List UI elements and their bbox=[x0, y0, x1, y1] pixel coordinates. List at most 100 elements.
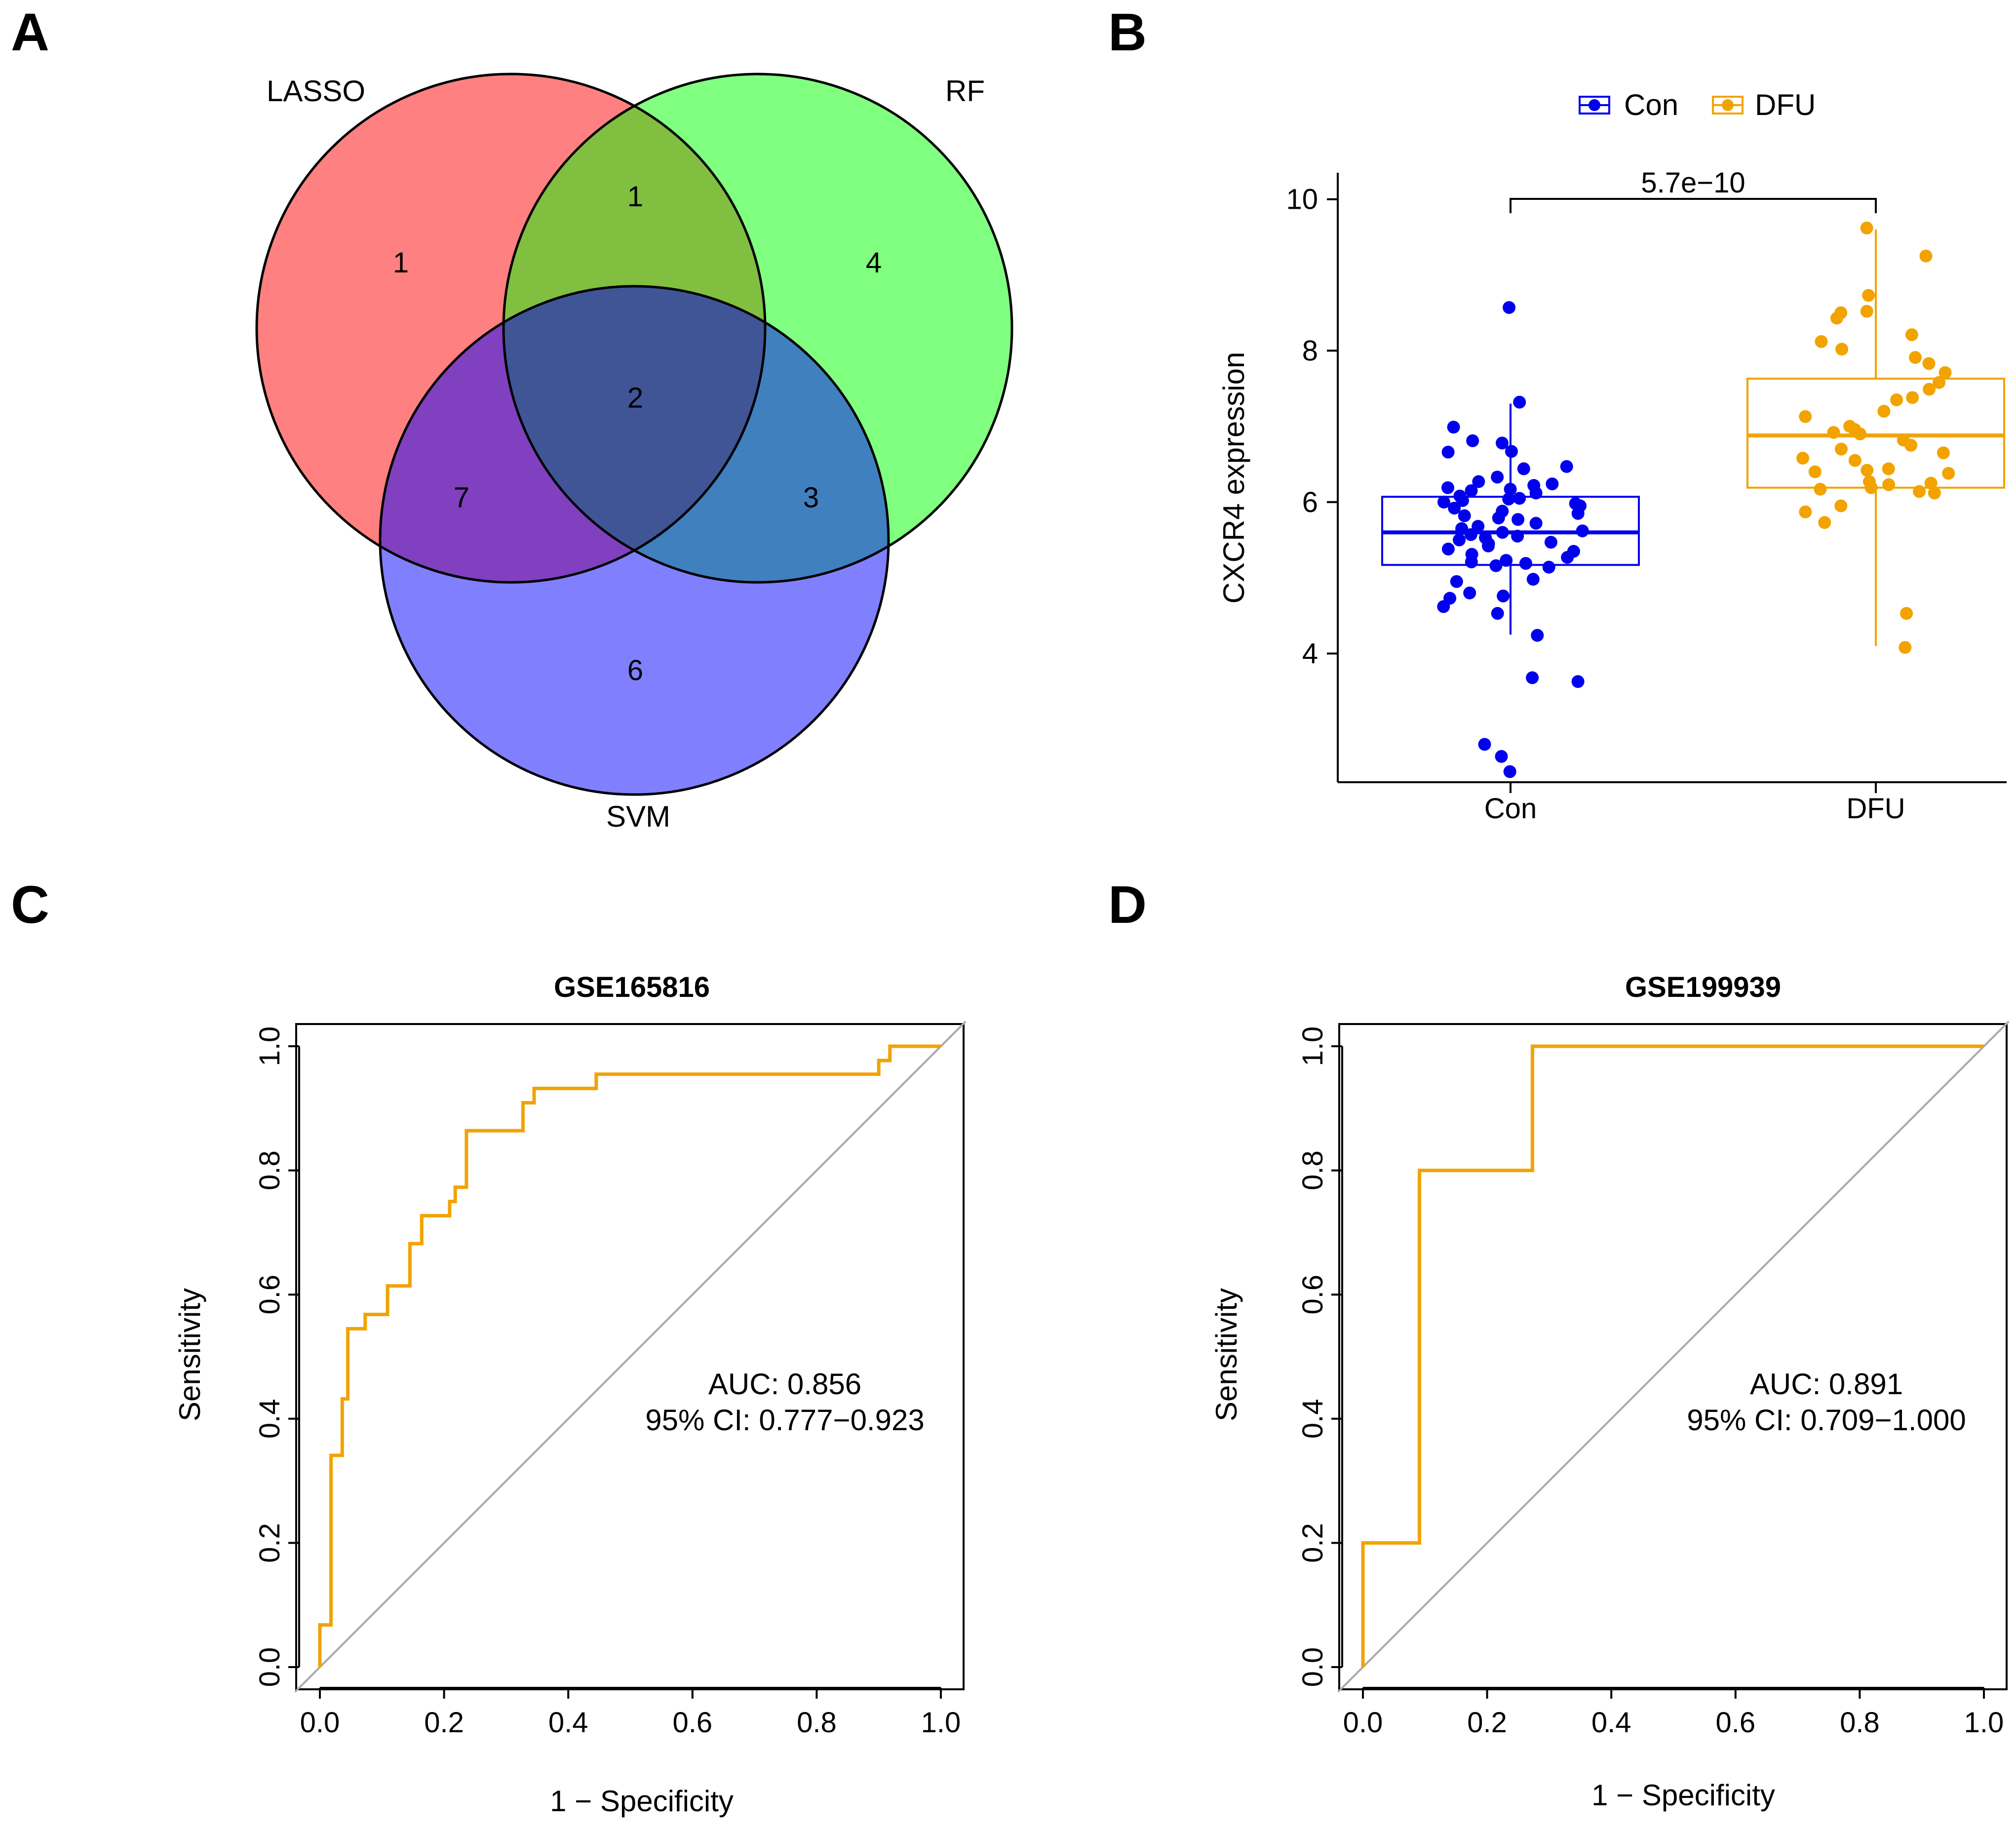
data-point-con bbox=[1491, 470, 1504, 484]
data-point-dfu bbox=[1799, 410, 1812, 423]
data-point-con bbox=[1504, 483, 1517, 496]
data-point-con bbox=[1519, 557, 1532, 570]
data-point-dfu bbox=[1799, 505, 1812, 519]
data-point-dfu bbox=[1860, 222, 1873, 234]
data-point-dfu bbox=[1882, 462, 1895, 475]
y-axis-label: Sensitivity bbox=[173, 1288, 206, 1421]
roc-title: GSE165816 bbox=[554, 971, 710, 1003]
data-point-con bbox=[1571, 675, 1585, 688]
legend-dfu-box bbox=[1712, 96, 1744, 114]
panel-label-d: D bbox=[1108, 875, 1147, 934]
y-tick-label: 6 bbox=[1302, 486, 1318, 518]
venn-outline-svm bbox=[379, 285, 890, 796]
data-point-dfu bbox=[1814, 483, 1827, 496]
x-tick-label: 0.0 bbox=[300, 1707, 340, 1739]
reference-diagonal bbox=[1337, 1021, 2010, 1693]
venn-count-svm-only: 6 bbox=[627, 654, 643, 686]
data-point-con bbox=[1513, 492, 1526, 505]
data-point-dfu bbox=[1919, 249, 1933, 263]
x-tick-label: 0.2 bbox=[424, 1707, 464, 1739]
panel-label-b: B bbox=[1108, 2, 1147, 62]
roc-curve bbox=[1361, 1044, 1984, 1667]
data-point-con bbox=[1482, 539, 1495, 553]
y-tick-label: 1.0 bbox=[1297, 1027, 1329, 1066]
data-point-con bbox=[1544, 535, 1557, 549]
legend-label-dfu: DFU bbox=[1755, 88, 1816, 121]
ci-label: 95% CI: 0.777−0.923 bbox=[645, 1404, 924, 1437]
data-point-con bbox=[1529, 487, 1543, 499]
y-tick-label: 1.0 bbox=[254, 1027, 286, 1066]
x-tick-label: 1.0 bbox=[921, 1707, 961, 1739]
data-point-con bbox=[1526, 671, 1539, 685]
data-point-con bbox=[1437, 600, 1450, 613]
data-point-con bbox=[1502, 493, 1515, 506]
y-tick-label: 0.2 bbox=[254, 1523, 286, 1563]
data-point-con bbox=[1472, 475, 1485, 488]
data-point-con bbox=[1505, 445, 1518, 458]
legend: Con DFU bbox=[1579, 88, 1816, 121]
venn-diagram: LASSO RF SVM 1 4 6 1 7 3 2 bbox=[255, 73, 1013, 833]
data-point-con bbox=[1571, 507, 1585, 520]
p-value-label: 5.7e−10 bbox=[1641, 167, 1745, 199]
data-point-dfu bbox=[1815, 335, 1828, 348]
y-axis-ticks: 4 6 8 10 bbox=[1286, 184, 1338, 670]
data-point-con bbox=[1576, 524, 1589, 537]
data-point-con bbox=[1465, 555, 1478, 569]
data-point-con bbox=[1526, 572, 1540, 586]
data-point-con bbox=[1512, 513, 1525, 526]
data-point-dfu bbox=[1861, 463, 1874, 477]
x-axis-label: 1 − Specificity bbox=[550, 1785, 734, 1818]
auc-label: AUC: 0.856 bbox=[708, 1368, 861, 1401]
data-point-dfu bbox=[1923, 382, 1936, 396]
y-tick-label: 0.0 bbox=[254, 1647, 286, 1687]
venn-count-all: 2 bbox=[627, 382, 643, 414]
data-points bbox=[1437, 222, 1955, 778]
data-point-con bbox=[1511, 530, 1524, 543]
data-point-con bbox=[1464, 528, 1477, 541]
data-point-con bbox=[1500, 554, 1513, 567]
data-point-con bbox=[1456, 494, 1469, 507]
y-tick-label: 8 bbox=[1302, 335, 1318, 367]
data-point-dfu bbox=[1933, 376, 1946, 389]
y-tick-label: 0.4 bbox=[1297, 1399, 1329, 1439]
data-point-dfu bbox=[1882, 478, 1896, 492]
data-point-con bbox=[1492, 511, 1505, 525]
x-tick-label: 0.6 bbox=[672, 1707, 712, 1739]
roc-curve bbox=[318, 1044, 941, 1667]
venn-set-label-rf: RF bbox=[945, 75, 985, 108]
y-tick-label: 0.6 bbox=[254, 1275, 286, 1315]
x-tick-label: 1.0 bbox=[1964, 1707, 2004, 1739]
y-tick-label: 0.0 bbox=[1297, 1647, 1329, 1687]
data-point-con bbox=[1546, 477, 1559, 491]
data-point-con bbox=[1455, 522, 1469, 535]
venn-count-rf-svm: 3 bbox=[803, 482, 819, 514]
data-point-con bbox=[1447, 420, 1460, 434]
venn-set-label-svm: SVM bbox=[606, 800, 670, 833]
data-point-con bbox=[1441, 542, 1455, 556]
data-point-con bbox=[1441, 481, 1454, 495]
roc-title: GSE199939 bbox=[1625, 971, 1781, 1003]
data-point-con bbox=[1453, 533, 1466, 547]
data-point-dfu bbox=[1909, 351, 1922, 364]
data-point-con bbox=[1441, 446, 1455, 459]
y-axis-ticks: 0.0 0.2 0.4 0.6 0.8 1.0 bbox=[254, 1027, 300, 1687]
y-tick-label: 0.6 bbox=[1297, 1275, 1329, 1315]
data-point-con bbox=[1496, 526, 1509, 539]
x-axis-ticks: Con DFU bbox=[1484, 782, 1905, 825]
data-point-con bbox=[1503, 765, 1516, 778]
y-tick-label: 10 bbox=[1286, 184, 1318, 216]
data-point-dfu bbox=[1913, 485, 1926, 498]
data-point-dfu bbox=[1848, 454, 1861, 467]
auc-label: AUC: 0.891 bbox=[1750, 1368, 1903, 1401]
data-point-con bbox=[1448, 501, 1461, 515]
data-point-dfu bbox=[1860, 304, 1873, 318]
y-tick-label: 0.8 bbox=[254, 1150, 286, 1190]
data-point-con bbox=[1491, 607, 1504, 620]
venn-count-rf-only: 4 bbox=[866, 247, 882, 279]
data-point-dfu bbox=[1834, 499, 1848, 512]
venn-outline-lasso bbox=[255, 73, 767, 584]
x-tick-label: 0.4 bbox=[1591, 1707, 1631, 1739]
data-point-con bbox=[1495, 750, 1508, 763]
plot-frame bbox=[295, 1023, 965, 1690]
